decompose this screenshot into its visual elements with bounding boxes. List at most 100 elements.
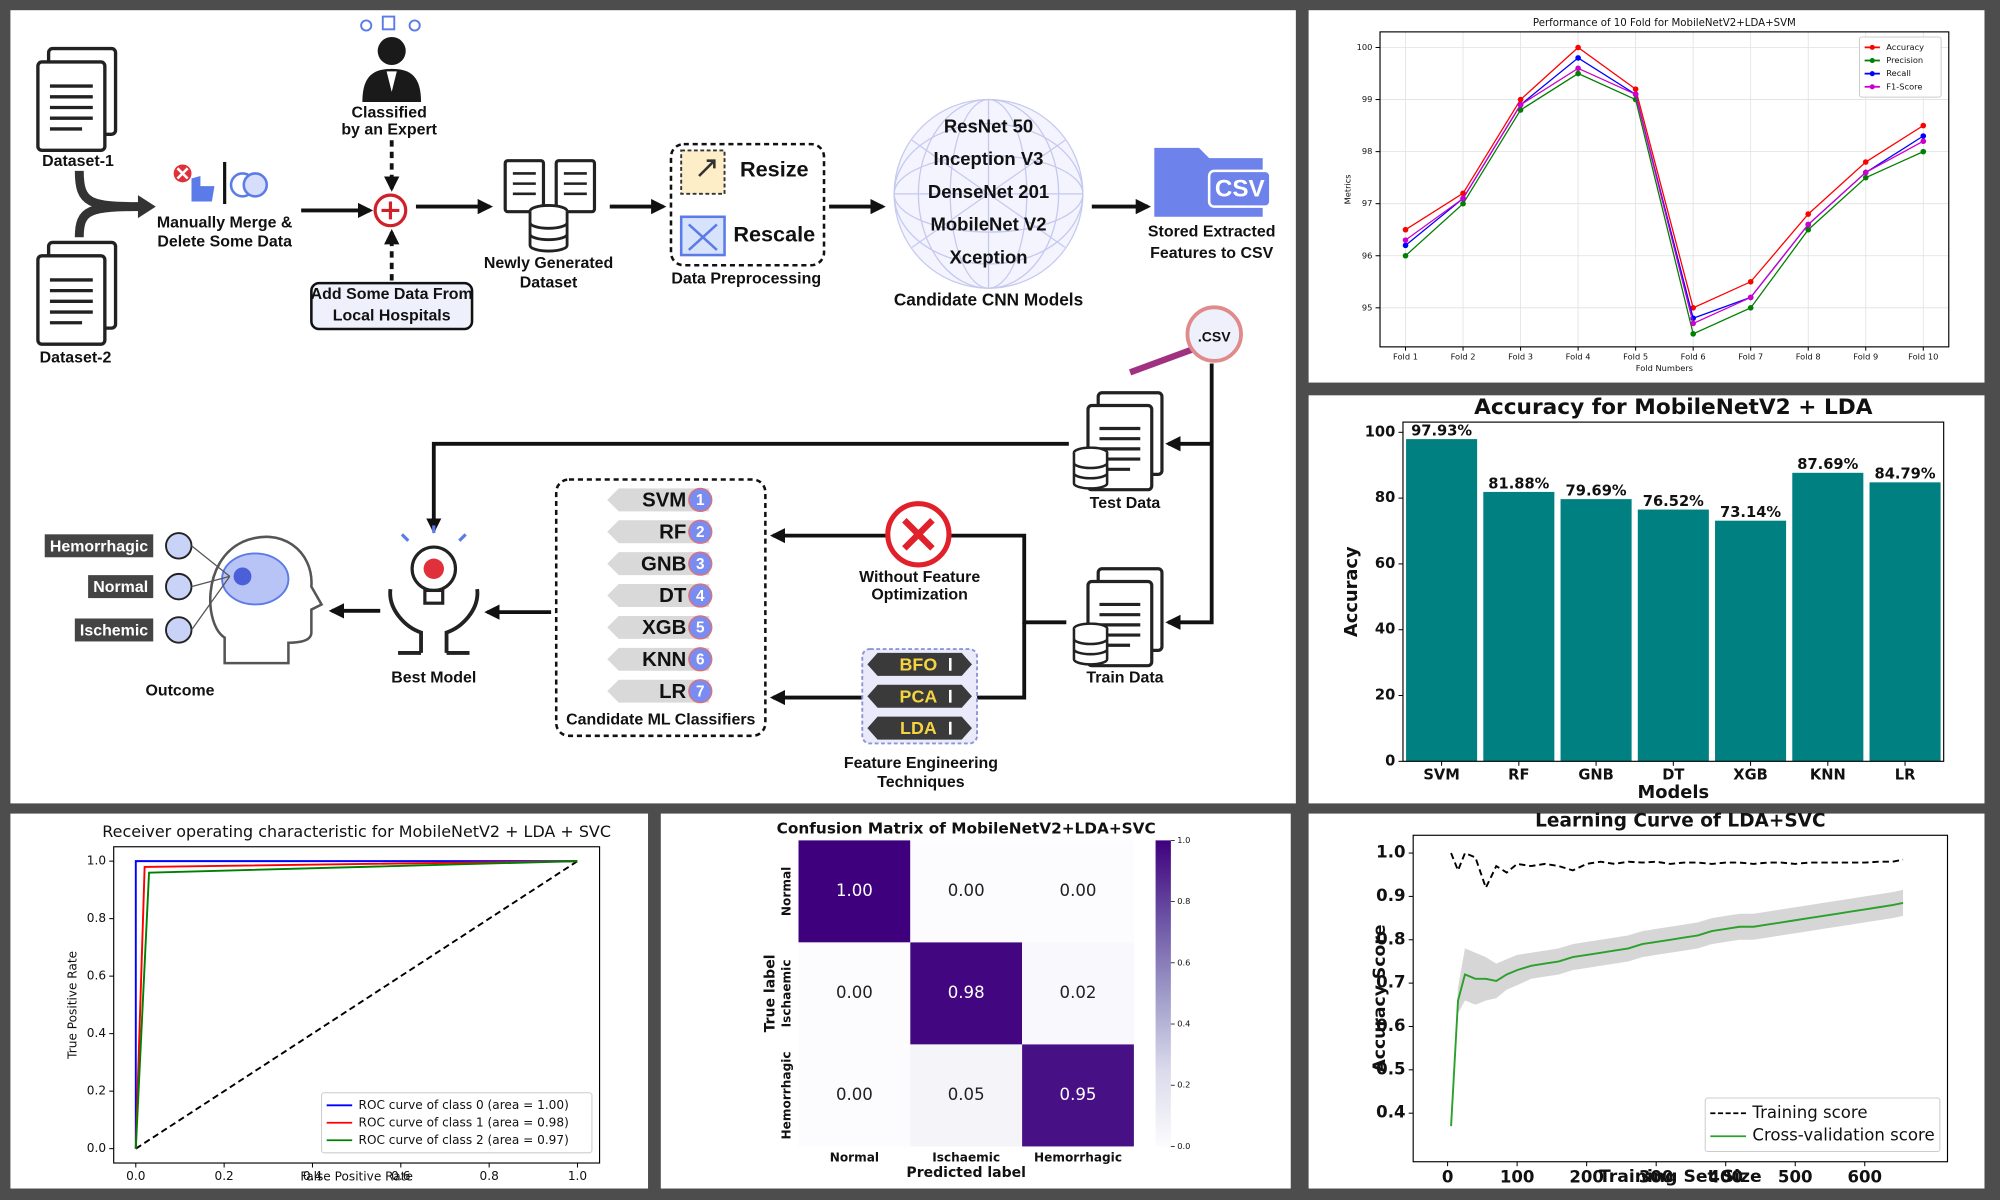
classifier-tag [607,488,710,512]
feature-tag [867,716,972,740]
step-label: Newly Generated [484,255,613,272]
x-tick-label: SVM [1423,766,1459,783]
y-tick-label: 0.5 [1376,1059,1405,1078]
point [1517,96,1524,103]
step-label: Stored Extracted [1148,223,1276,240]
classifier-badge [688,551,713,576]
point [1690,305,1696,311]
step-label: Train Data [1086,670,1163,687]
legend-label: Cross-validation score [1752,1126,1934,1145]
classifier-badge [688,679,713,704]
bar [1406,439,1478,762]
point [1575,65,1581,72]
preprocess-step: Rescale [733,222,815,247]
point [1805,221,1812,228]
series-line [1450,901,1904,1127]
y-tick-label: 40 [1375,621,1395,638]
document-icon [36,240,118,346]
point [1805,226,1812,233]
y-tick-label: 0.4 [87,1026,107,1040]
merge-plus [381,201,400,220]
flow-arrow [1165,363,1214,630]
legend-label: F1-Score [1886,81,1922,91]
x-tick-label: Normal [830,1150,879,1164]
y-tick-label: 60 [1375,555,1395,572]
dataset-icon [503,159,546,214]
point [1920,133,1927,139]
outcome-scan [165,572,193,601]
point [1632,86,1639,92]
y-tick-label: 1.0 [87,854,106,868]
cell-label: 1.00 [836,881,873,900]
classifier-name: XGB [642,617,686,639]
chart: Accuracy for MobileNetV2 + LDA Models Accu… [1341,395,1945,803]
cnn-model: Inception V3 [934,148,1044,169]
legend-box [1859,36,1942,98]
bar [1483,491,1555,762]
legend-marker [1869,57,1875,64]
series-line [134,860,578,1149]
legend-label: Recall [1886,68,1911,78]
legend-box [1704,1097,1941,1153]
y-tick-label: 1.0 [1376,843,1405,862]
y-tick-label: 100 [1365,423,1396,440]
x-tick-label: DT [1662,766,1684,783]
x-tick-label: Fold 3 [1508,352,1533,362]
outcome-box [88,575,154,599]
reference-line [135,860,579,1150]
cell-label: 0.02 [1060,983,1097,1002]
x-tick-label: Ischaemic [932,1150,1000,1164]
x-tick-label: 0.8 [480,1169,499,1183]
merge-icon [242,172,269,198]
colorbar-tick-label: 0.2 [1177,1080,1190,1090]
bar [1715,520,1787,762]
y-tick-label: 0.7 [1376,973,1405,992]
classifier-number: 5 [696,620,705,637]
point [1460,200,1466,207]
point [1862,169,1869,176]
point [1747,294,1754,301]
colorbar-tick-label: 0.6 [1177,957,1190,967]
magnifier [1185,305,1243,363]
value-label: 76.52% [1643,493,1704,510]
plot-area [1402,44,1927,337]
point [1690,320,1696,327]
point [1805,211,1812,217]
y-tick-label: 80 [1375,489,1395,506]
step-label: by an Expert [341,121,437,138]
best-model-icon [400,525,467,542]
best-model-icon [423,558,444,579]
series-line [1405,72,1924,335]
y-tick-label: Ischaemic [780,959,794,1027]
step-label: Feature Engineering [844,755,998,772]
step-label: Dataset [520,274,578,291]
bar [1869,482,1941,762]
point [1402,252,1409,259]
classifier-tag [607,679,710,703]
x-tick-label: Fold 8 [1796,352,1821,362]
y-tick-label: 20 [1375,687,1395,704]
point [1460,195,1466,202]
y-tick-label: 0.0 [87,1141,106,1155]
point [1632,91,1639,98]
outcome-class: Normal [93,579,148,596]
classifier-name: DT [659,585,687,607]
outcome-list: Hemorrhagic Normal Ischemic [44,532,231,644]
pipeline-diagram: Dataset-1 Dataset-2 Manually Merge & Del… [36,15,1276,791]
y-tick-label: 99 [1362,94,1373,104]
feature-tag [867,684,972,708]
step-label: Techniques [877,774,965,791]
legend-label: ROC curve of class 0 (area = 1.00) [359,1098,569,1112]
classifier-number: 7 [696,684,705,701]
step-label: Optimization [871,587,968,604]
x-tick-label: Fold 9 [1853,352,1878,362]
heatmap-cell [798,1044,911,1147]
feature-technique: PCA [900,686,938,706]
y-tick-label: 100 [1357,42,1373,52]
x-axis-label: Fold Numbers [1636,363,1693,373]
point [1920,148,1927,155]
expert-icon [360,19,373,32]
y-tick-label: 0.6 [1376,1016,1405,1035]
charts: Performance of 10 Fold for MobileNetV2+L… [65,18,1950,1187]
